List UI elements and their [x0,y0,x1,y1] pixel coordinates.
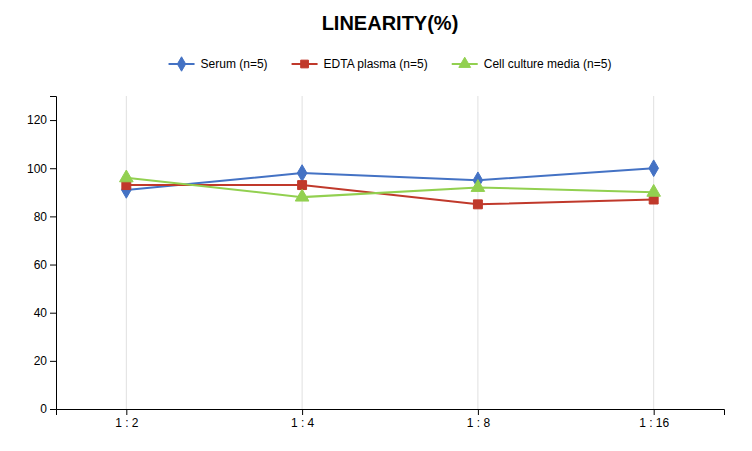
legend-item: EDTA plasma (n=5) [292,57,428,71]
y-tick: 20 [34,354,56,368]
series-marker [649,160,659,177]
legend-item: Cell culture media (n=5) [452,57,612,71]
y-tick-label: 60 [34,258,48,272]
y-tick-mark [50,120,56,121]
grid-line [126,96,127,409]
series-marker [471,180,485,192]
y-tick-label: 0 [40,402,47,416]
series [120,170,661,201]
x-tick-mark [478,409,479,415]
series-marker [647,184,661,196]
series-marker [298,181,307,190]
x-tick-mark [126,409,127,415]
y-tick-label: 40 [34,306,48,320]
legend-marker [459,57,471,67]
y-tick: 0 [40,402,56,416]
x-tick-mark [302,409,303,415]
y-tick: 60 [34,258,56,272]
y-tick-label: 100 [27,162,47,176]
y-tick-mark [50,216,56,217]
plot-area: 1 : 2 1 : 4 1 : 8 1 : 16 0 20 40 60 80 100 120 [27,96,725,430]
series-marker [295,189,309,201]
x-tick: 1 : 16 [639,409,669,430]
y-tick: 40 [34,306,56,320]
grid-line [653,96,654,409]
grid-line [302,96,303,409]
legend-marker [177,57,185,71]
series-line [126,178,653,197]
series-marker [120,170,134,182]
y-axis-line [50,97,57,410]
legend-item: Serum (n=5) [169,57,268,71]
x-axis-line [57,410,725,416]
y-tick-mark [50,265,56,266]
y-tick-mark [50,313,56,314]
y-tick: 100 [27,162,56,176]
x-tick-label: 1 : 16 [639,416,669,430]
series-marker [473,200,482,209]
x-tick-label: 1 : 2 [115,416,139,430]
y-axis: 0 20 40 60 80 100 120 [27,97,57,417]
series-marker [297,165,307,182]
y-tick-label: 80 [34,210,48,224]
y-tick: 120 [27,113,56,127]
y-tick-mark [50,361,56,362]
y-tick-label: 20 [34,354,48,368]
y-tick: 80 [34,210,56,224]
x-tick-label: 1 : 4 [291,416,315,430]
chart-svg: 1 : 2 1 : 4 1 : 8 1 : 16 0 20 40 60 80 100 120 LINE… [0,0,752,451]
x-tick: 1 : 2 [115,409,139,430]
legend-label: Serum (n=5) [201,57,268,71]
legend-marker [301,60,309,68]
series [122,160,659,198]
x-axis: 1 : 2 1 : 4 1 : 8 1 : 16 [57,409,725,430]
legend-label: Cell culture media (n=5) [484,57,612,71]
chart-container: 1 : 2 1 : 4 1 : 8 1 : 16 0 20 40 60 80 100 120 LINE… [0,0,752,451]
grid-line [477,96,478,409]
y-tick-mark [50,409,56,410]
x-tick: 1 : 4 [291,409,315,430]
legend-label: EDTA plasma (n=5) [324,57,428,71]
chart-title: LINEARITY(%) [322,12,459,34]
x-tick: 1 : 8 [467,409,491,430]
x-tick-mark [654,409,655,415]
marks [120,160,661,209]
legend: Serum (n=5) EDTA plasma (n=5) Cell culture… [169,57,612,71]
grid [126,96,653,409]
series-line [126,185,653,204]
series-marker [122,182,132,199]
y-tick-label: 120 [27,113,47,127]
x-tick-label: 1 : 8 [467,416,491,430]
series [122,181,658,209]
y-tick-mark [50,168,56,169]
